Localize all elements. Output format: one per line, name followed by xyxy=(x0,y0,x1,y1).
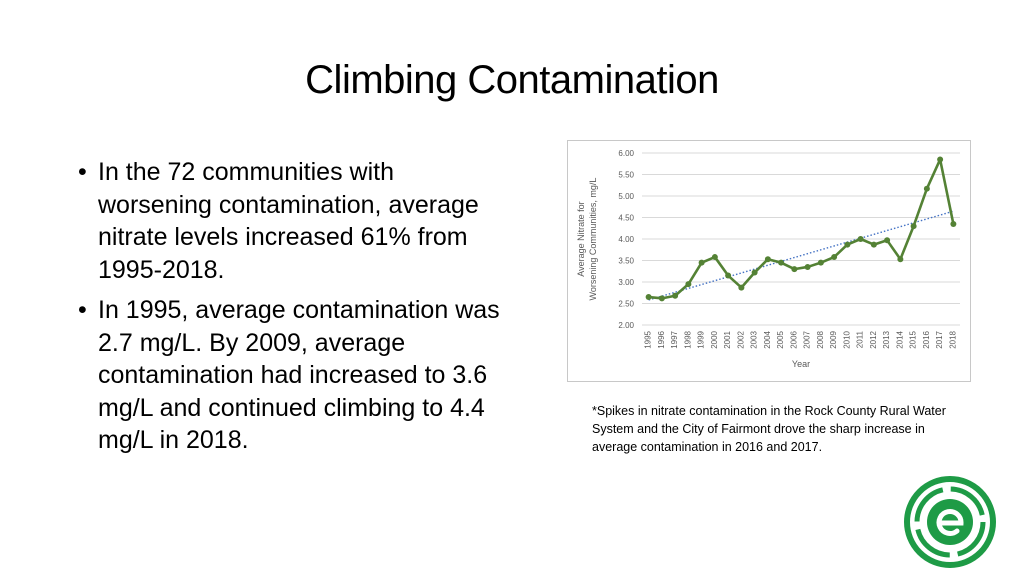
x-tick-label: 2015 xyxy=(909,330,918,348)
data-point xyxy=(738,284,745,291)
chart-canvas: 2.00 2.50 3.00 3.50 4.00 4.50 5.00 5.50 6.00 1995… xyxy=(576,149,960,369)
y-tick-label: 3.00 xyxy=(618,278,634,287)
data-point xyxy=(831,254,838,261)
x-tick-label: 2017 xyxy=(935,330,944,348)
data-point xyxy=(870,241,877,248)
nitrate-chart: 2.00 2.50 3.00 3.50 4.00 4.50 5.00 5.50 6.00 1995… xyxy=(567,140,971,382)
data-point xyxy=(725,272,732,279)
data-point xyxy=(804,263,811,270)
bullet-item: • In 1995, average contamination was 2.7… xyxy=(72,294,512,457)
y-tick-label: 4.50 xyxy=(618,214,634,223)
x-tick-label: 2010 xyxy=(842,330,851,348)
y-axis-title: Average Nitrate for xyxy=(576,201,586,276)
y-tick-label: 5.00 xyxy=(618,192,634,201)
y-tick-label: 2.00 xyxy=(618,321,634,330)
data-point xyxy=(884,237,891,244)
bullet-text: In 1995, average contamination was 2.7 m… xyxy=(98,296,500,454)
x-tick-label: 2014 xyxy=(895,330,904,348)
y-tick-label: 3.50 xyxy=(618,257,634,266)
chart-footnote: *Spikes in nitrate contamination in the … xyxy=(592,404,946,454)
green-e-logo-icon xyxy=(904,476,996,568)
data-point xyxy=(791,266,798,273)
bullet-item: • In the 72 communities with worsening c… xyxy=(72,156,512,286)
trendline xyxy=(648,210,954,301)
y-tick-label: 2.50 xyxy=(618,300,634,309)
x-tick-label: 2002 xyxy=(736,330,745,348)
slide-title: Climbing Contamination xyxy=(305,58,719,102)
x-tick-label: 1996 xyxy=(657,330,666,348)
x-tick-label: 2001 xyxy=(723,330,732,348)
data-point xyxy=(685,281,692,288)
y-tick-label: 5.50 xyxy=(618,171,634,180)
data-point xyxy=(751,269,758,276)
x-tick-label: 2009 xyxy=(829,330,838,348)
x-tick-label: 2008 xyxy=(816,330,825,348)
series-line xyxy=(648,158,955,300)
x-tick-label: 2016 xyxy=(922,330,931,348)
data-point xyxy=(897,256,904,263)
x-tick-label: 2013 xyxy=(882,330,891,348)
x-tick-label: 2011 xyxy=(856,330,865,348)
data-point xyxy=(923,185,930,192)
x-tick-label: 1995 xyxy=(644,330,653,348)
y-tick-label: 4.00 xyxy=(618,235,634,244)
data-point xyxy=(764,256,771,263)
x-tick-label: 2018 xyxy=(948,330,957,348)
bullet-marker: • xyxy=(78,296,87,324)
x-tick-label: 1997 xyxy=(670,330,679,348)
data-point xyxy=(857,236,864,242)
data-point xyxy=(658,295,665,302)
x-tick-label: 2003 xyxy=(750,330,759,348)
data-point xyxy=(672,292,679,299)
x-tick-label: 1998 xyxy=(683,330,692,348)
data-point xyxy=(910,223,917,230)
y-axis-title: Worsening Communities, mg/L xyxy=(588,178,598,301)
data-point xyxy=(645,294,652,301)
data-point xyxy=(778,259,785,266)
x-tick-label: 1999 xyxy=(697,330,706,348)
x-tick-label: 2004 xyxy=(763,330,772,348)
bullet-marker: • xyxy=(78,158,87,186)
x-axis-title: Year xyxy=(792,359,810,369)
y-tick-label: 6.00 xyxy=(618,149,634,158)
bullet-text: In the 72 communities with worsening con… xyxy=(98,158,479,284)
data-point xyxy=(937,156,944,163)
bullet-list: • In the 72 communities with worsening c… xyxy=(72,156,512,465)
x-tick-label: 2012 xyxy=(869,330,878,348)
data-point xyxy=(698,259,705,266)
x-tick-label: 2000 xyxy=(710,330,719,348)
x-tick-label: 2007 xyxy=(803,330,812,348)
data-point xyxy=(711,254,718,261)
data-point xyxy=(844,241,851,248)
x-tick-label: 2006 xyxy=(789,330,798,348)
data-point xyxy=(950,220,957,227)
data-point xyxy=(817,259,824,266)
x-tick-label: 2005 xyxy=(776,330,785,348)
